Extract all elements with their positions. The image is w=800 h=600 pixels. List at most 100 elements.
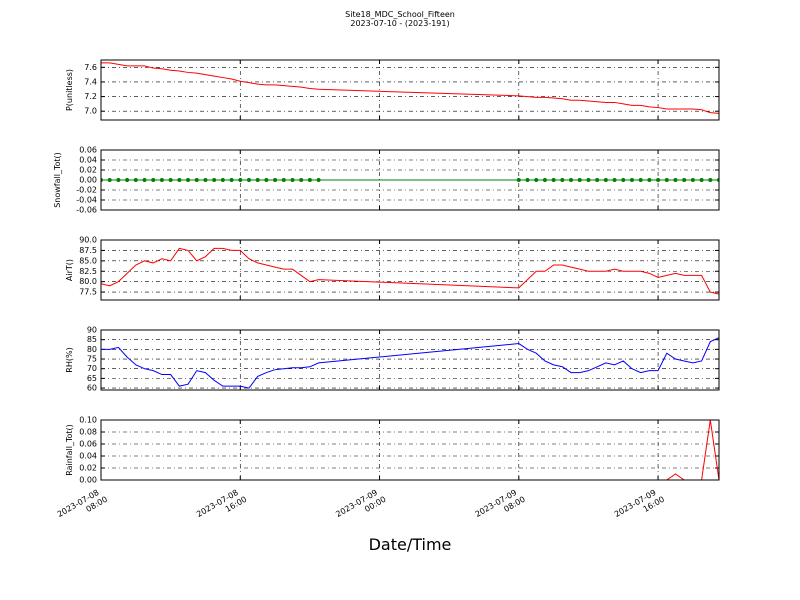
y-axis-label: P(unitless) [65, 69, 74, 111]
y-tick-label: 70 [87, 364, 97, 373]
y-tick-label: 0.02 [79, 464, 97, 473]
y-tick-label: 90.0 [79, 236, 97, 245]
y-tick-label: 0.06 [79, 440, 97, 449]
plot-frame [100, 239, 720, 301]
y-tick-label: 80 [87, 345, 97, 354]
y-tick-label: 82.5 [79, 267, 97, 276]
data-point [664, 178, 669, 182]
data-point [647, 178, 652, 182]
y-tick-label: -0.02 [76, 186, 97, 195]
data-line [101, 419, 719, 481]
data-point [638, 178, 643, 182]
data-point [708, 178, 713, 182]
data-point [194, 178, 199, 182]
x-axis-label: Date/Time [369, 535, 452, 554]
y-tick-label: 87.5 [79, 246, 97, 255]
figure-title: Site18_MDC_School_Fifteen [345, 10, 455, 19]
data-point [629, 178, 634, 182]
y-tick-label: 0.04 [79, 156, 97, 165]
data-point [699, 178, 704, 182]
plot-frame [100, 329, 720, 391]
y-tick-label: 60 [87, 384, 97, 393]
data-line [101, 337, 719, 389]
y-tick-label: 7.0 [84, 107, 97, 116]
y-tick-label: 90 [87, 326, 97, 335]
x-tick-label: 2023-07-0908:00 [474, 486, 527, 528]
data-point [255, 178, 260, 182]
data-point [264, 178, 269, 182]
data-point [212, 178, 217, 182]
y-tick-label: 0.00 [79, 176, 97, 185]
y-tick-label: 0.08 [79, 428, 97, 437]
y-tick-label: 7.2 [84, 92, 97, 101]
data-line [101, 62, 719, 114]
data-point [542, 178, 547, 182]
data-point [534, 178, 539, 182]
data-point [682, 178, 687, 182]
y-tick-label: 0.00 [79, 476, 97, 485]
x-tick-label: 2023-07-0816:00 [195, 486, 248, 528]
data-point [577, 178, 582, 182]
data-point [612, 178, 617, 182]
y-tick-label: 0.10 [79, 416, 97, 425]
data-point [307, 178, 312, 182]
data-point [203, 178, 208, 182]
data-point [142, 178, 147, 182]
data-point [603, 178, 608, 182]
y-axis-label: RH(%) [65, 347, 74, 372]
x-tick-label: 2023-07-0900:00 [334, 486, 387, 528]
x-tick-label: 2023-07-0916:00 [613, 486, 666, 528]
data-point [116, 178, 121, 182]
y-tick-label: 65 [87, 374, 97, 383]
plot-frame [100, 419, 720, 481]
data-point [673, 178, 678, 182]
y-axis-label: AirT() [65, 259, 74, 281]
y-axis-label: Rainfall_Tot() [65, 424, 74, 476]
data-point [569, 178, 574, 182]
y-tick-label: 80.0 [79, 277, 97, 286]
y-tick-label: -0.04 [76, 196, 97, 205]
data-point [516, 178, 521, 182]
data-line [101, 247, 719, 295]
data-point [690, 178, 695, 182]
data-point [316, 178, 321, 182]
data-point [168, 178, 173, 182]
data-point [177, 178, 182, 182]
data-point [220, 178, 225, 182]
plot-frame [100, 59, 720, 121]
data-point [246, 178, 251, 182]
data-point [560, 178, 565, 182]
data-point [551, 178, 556, 182]
data-point [281, 178, 286, 182]
data-point [125, 178, 130, 182]
data-point [133, 178, 138, 182]
data-point [273, 178, 278, 182]
data-point [299, 178, 304, 182]
data-point [159, 178, 164, 182]
y-tick-label: 85 [87, 335, 97, 344]
y-tick-label: 0.04 [79, 452, 97, 461]
data-point [290, 178, 295, 182]
data-point [595, 178, 600, 182]
y-tick-label: 7.4 [84, 77, 97, 86]
y-tick-label: 77.5 [79, 288, 97, 297]
y-tick-label: 75 [87, 355, 97, 364]
figure-subtitle: 2023-07-10 - (2023-191) [350, 19, 449, 28]
data-point [656, 178, 661, 182]
data-point [525, 178, 530, 182]
y-tick-label: 0.02 [79, 166, 97, 175]
y-tick-label: 85.0 [79, 256, 97, 265]
x-tick-label: 2023-07-0808:00 [56, 486, 109, 528]
data-point [229, 178, 234, 182]
plot-frame [100, 149, 720, 211]
data-point [107, 178, 112, 182]
data-point [621, 178, 626, 182]
y-tick-label: 7.6 [84, 63, 97, 72]
data-point [586, 178, 591, 182]
y-tick-label: 0.06 [79, 146, 97, 155]
data-point [151, 178, 156, 182]
data-point [186, 178, 191, 182]
y-axis-label: Snowfall_Tot() [53, 152, 62, 208]
data-point [238, 178, 243, 182]
